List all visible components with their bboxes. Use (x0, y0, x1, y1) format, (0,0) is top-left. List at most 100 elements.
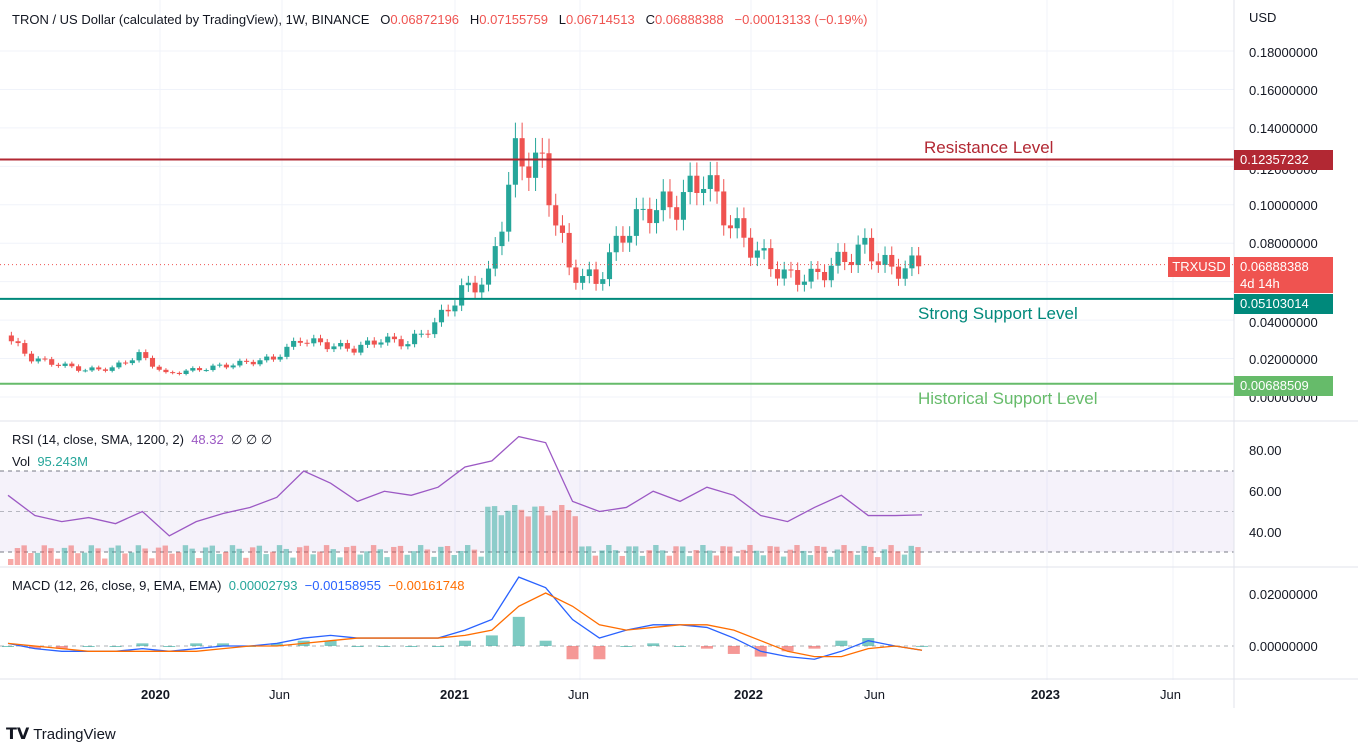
volume-bar (81, 552, 88, 565)
rsi-series-line (7, 435, 923, 537)
macd-histogram-bar (378, 646, 391, 647)
volume-bar (888, 545, 894, 565)
volume-bar (465, 545, 471, 565)
tradingview-footer[interactable]: 𝗧𝗩 TradingView (6, 724, 116, 744)
macd-histogram-bar (593, 646, 606, 660)
volume-bar (357, 554, 363, 565)
candle-body (875, 261, 881, 265)
macd-histogram-bar (808, 646, 821, 649)
macd-legend: MACD (12, 26, close, 9, EMA, EMA) 0.0000… (12, 578, 464, 593)
volume-bar (337, 557, 343, 565)
macd-histogram-bar (351, 646, 364, 647)
candle-body (815, 268, 821, 272)
candle-body (297, 340, 303, 343)
candle-body (69, 363, 75, 367)
volume-bar (585, 546, 592, 565)
macd-tick: 0.02000000 (1249, 587, 1318, 602)
candle-body (371, 340, 377, 345)
rsi-legend: RSI (14, close, SMA, 1200, 2) 48.32 ∅ ∅ … (12, 432, 272, 448)
candle-body (499, 231, 505, 247)
candle-body (55, 364, 61, 366)
low-label: L (558, 12, 567, 27)
candle-body (714, 175, 720, 192)
candle-body (882, 254, 888, 265)
candle-body (707, 175, 713, 189)
volume-bar (135, 545, 142, 565)
candle-body (694, 175, 700, 193)
candle-body (264, 356, 270, 361)
candle-body (586, 269, 592, 277)
candle-body (96, 367, 102, 370)
volume-bar (505, 510, 511, 565)
volume-bar (149, 558, 155, 565)
candle-body (418, 333, 424, 335)
candle-body (196, 368, 203, 371)
volume-bar (713, 555, 720, 565)
volume-bar (417, 545, 424, 565)
rsi-band (0, 470, 1234, 553)
candle-body (855, 244, 861, 266)
candle-body (546, 153, 552, 206)
rsi-value: 48.32 (191, 432, 224, 447)
macd-tick: 0.00000000 (1249, 639, 1318, 654)
candle-body (909, 255, 915, 269)
volume-bar (512, 505, 518, 565)
volume-bar (8, 559, 14, 565)
candle-body (270, 356, 277, 360)
volume-bar (270, 551, 276, 565)
rsi-label: RSI (14, close, SMA, 1200, 2) (12, 432, 184, 447)
volume-bar (686, 556, 693, 565)
volume-bar (283, 548, 289, 565)
volume-bar (411, 551, 417, 565)
volume-bar (760, 555, 767, 565)
volume-bar (350, 545, 357, 565)
candle-body (620, 235, 626, 243)
volume-bar (370, 545, 377, 565)
candle-body (741, 218, 747, 238)
time-tick: Jun (568, 687, 589, 702)
brand-name: TradingView (33, 726, 116, 743)
candle-body (916, 255, 922, 267)
candle-body (42, 358, 48, 360)
candle-body (22, 343, 28, 354)
volume-bar (21, 545, 27, 565)
candle-body (8, 335, 14, 342)
support-price-tag: 0.05103014 (1234, 294, 1333, 314)
candle-body (76, 366, 82, 371)
candle-body (580, 276, 586, 283)
macd-histogram-bar (2, 646, 14, 647)
candle-body (842, 251, 848, 263)
candle-body (136, 352, 142, 361)
candle-body (680, 192, 686, 220)
macd-histogram-bar (28, 646, 41, 649)
candle-body (116, 362, 122, 368)
candle-body (653, 210, 660, 224)
candle-body (539, 152, 545, 154)
candle-body (472, 282, 478, 293)
candle-body (331, 346, 337, 350)
volume-bar (565, 510, 572, 565)
candle-body (385, 336, 391, 343)
candle-body (432, 322, 438, 335)
candle-body (364, 340, 371, 345)
open-label: O (380, 12, 391, 27)
candle-body (291, 340, 297, 347)
candle-body (190, 368, 196, 371)
volume-bar (216, 553, 222, 565)
candle-body (156, 366, 162, 370)
volume-bar (303, 545, 310, 565)
volume-bar (196, 558, 202, 565)
volume-bar (471, 549, 478, 565)
volume-bar (95, 548, 101, 565)
candle-body (506, 184, 512, 232)
candle-body (338, 343, 344, 347)
volume-bar (397, 545, 404, 565)
open-value: 0.06872196 (390, 12, 460, 27)
volume-bar (774, 546, 780, 565)
candle-body (49, 359, 55, 365)
macd-histogram-bar (539, 640, 552, 646)
candle-body (102, 369, 109, 371)
macd-histogram-bar (432, 646, 445, 647)
volume-bar (142, 548, 148, 565)
